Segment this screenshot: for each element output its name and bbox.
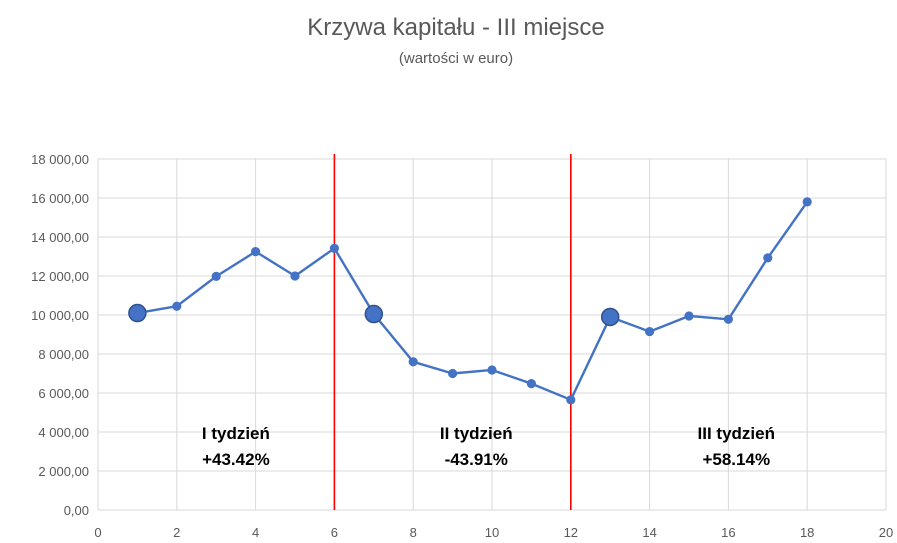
y-tick-label: 14 000,00 <box>31 230 89 245</box>
x-tick-label: 18 <box>800 525 814 540</box>
x-tick-label: 2 <box>173 525 180 540</box>
highlighted-data-point <box>600 307 620 327</box>
y-tick-label: 12 000,00 <box>31 269 89 284</box>
data-point <box>211 271 221 281</box>
data-point <box>290 271 300 281</box>
data-point <box>448 368 458 379</box>
week-annotation: +58.14% <box>702 450 770 469</box>
week-annotation: -43.91% <box>445 450 508 469</box>
y-tick-label: 6 000,00 <box>38 386 89 401</box>
data-point <box>329 243 339 253</box>
data-point <box>763 253 773 263</box>
data-point <box>566 395 576 405</box>
data-point <box>408 357 418 367</box>
week-annotation: I tydzień <box>202 424 270 443</box>
x-tick-label: 4 <box>252 525 259 540</box>
data-point <box>802 197 812 207</box>
x-tick-label: 10 <box>485 525 499 540</box>
series-line <box>137 201 809 402</box>
data-point <box>684 311 694 321</box>
highlighted-data-point <box>128 303 147 323</box>
data-point <box>723 314 734 324</box>
data-point <box>487 365 497 375</box>
y-tick-label: 4 000,00 <box>38 425 89 440</box>
data-point <box>251 247 261 257</box>
week-annotation: III tydzień <box>698 424 775 443</box>
chart-subtitle: (wartości w euro) <box>398 50 514 67</box>
y-tick-label: 16 000,00 <box>31 191 89 206</box>
x-tick-label: 16 <box>721 525 735 540</box>
x-tick-label: 20 <box>879 525 893 540</box>
x-tick-label: 14 <box>642 525 656 540</box>
data-point <box>172 301 182 311</box>
x-tick-label: 12 <box>564 525 578 540</box>
chart-title: Krzywa kapitału - III miejsce <box>307 14 605 41</box>
y-tick-label: 8 000,00 <box>38 347 89 362</box>
y-tick-label: 18 000,00 <box>31 152 89 167</box>
y-tick-label: 2 000,00 <box>38 464 89 479</box>
data-point <box>645 326 655 337</box>
y-tick-label: 0,00 <box>64 503 89 518</box>
y-tick-label: 10 000,00 <box>31 308 89 323</box>
week-annotation: +43.42% <box>202 450 270 469</box>
data-point <box>526 379 537 389</box>
week-annotation: II tydzień <box>440 424 513 443</box>
highlighted-data-point <box>364 304 384 324</box>
x-tick-label: 6 <box>331 525 338 540</box>
x-tick-label: 8 <box>410 525 417 540</box>
x-tick-label: 0 <box>94 525 101 540</box>
